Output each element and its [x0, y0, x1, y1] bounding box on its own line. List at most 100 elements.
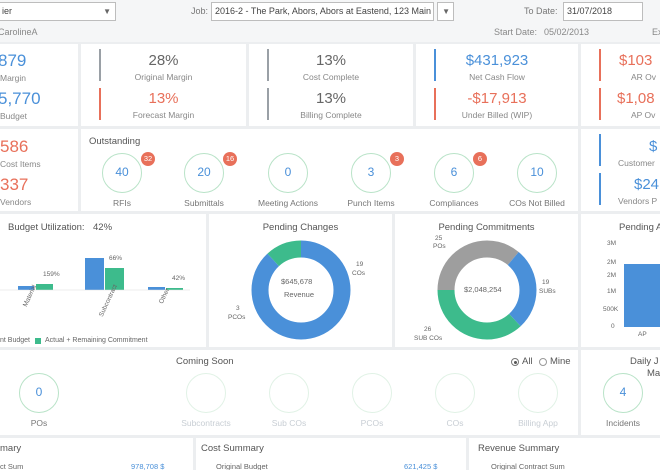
subs-count-label: 19: [542, 279, 550, 286]
customer-label: Customer: [618, 158, 655, 168]
radio-all[interactable]: [511, 358, 519, 366]
billing-app-circle[interactable]: [518, 373, 558, 413]
divider-bar: [599, 49, 601, 81]
radio-all-dot: [513, 360, 517, 364]
other-pct-label: 42%: [172, 275, 186, 282]
meeting-actions-label[interactable]: Meeting Actions: [257, 198, 318, 208]
chevron-down-icon: ▼: [103, 7, 111, 16]
pcos-name-label: PCOs: [228, 314, 246, 321]
outstanding-card: Outstanding 40 32 RFIs 20 16 Submittals …: [81, 129, 578, 211]
submittals-count: 20: [197, 165, 211, 179]
pending-changes-title: Pending Changes: [262, 222, 339, 233]
material-pct-label: 159%: [43, 271, 60, 278]
revenue-summary-card: Revenue Summary Original Contract Sum: [469, 438, 660, 470]
to-date-value: 31/07/2018: [567, 6, 613, 16]
pcos-label[interactable]: PCOs: [360, 418, 384, 428]
billing-complete-label: Billing Complete: [300, 110, 362, 120]
ap-bar: [624, 264, 660, 327]
daily-journal-link[interactable]: Ma: [647, 368, 660, 379]
under-billed-label: Under Billed (WIP): [461, 110, 533, 120]
divider-bar: [434, 49, 436, 81]
sub-cos-label[interactable]: Sub COs: [271, 418, 307, 428]
meeting-actions-circle[interactable]: 0: [268, 153, 308, 193]
summary-left-row-value: 978,708 $: [131, 462, 165, 470]
radio-mine[interactable]: [539, 358, 547, 366]
divider-bar: [599, 173, 601, 205]
vendors-payable-label: Vendors P: [618, 196, 658, 206]
subcontract-pct-label: 66%: [109, 255, 123, 262]
ar-card: $103 AR Ov $1,08 AP Ov: [581, 44, 660, 126]
other-budget-bar: [148, 287, 165, 290]
sub-cos-circle[interactable]: [269, 373, 309, 413]
legend-budget-label: nt Budget: [0, 337, 30, 344]
job-select[interactable]: 2016-2 - The Park, Abors, Abors at Easte…: [211, 2, 434, 21]
rfis-label[interactable]: RFIs: [113, 198, 131, 208]
pending-changes-center-label: Revenue: [284, 290, 315, 299]
coming-soon-card: Coming Soon All Mine 0 POs Subcontracts …: [0, 350, 578, 435]
pos-count: 0: [35, 385, 43, 399]
other-actual-bar: [166, 288, 183, 290]
billing-app-label[interactable]: Billing App: [518, 418, 558, 428]
cos-circle[interactable]: [435, 373, 475, 413]
pcos-circle[interactable]: [352, 373, 392, 413]
donut-slice-pcos: [251, 240, 351, 340]
left-select-value: ier: [2, 6, 13, 16]
items-card: 586 Cost Items 337 Vendors: [0, 129, 78, 211]
vendors-label: Vendors: [0, 197, 32, 207]
original-margin-label: Original Margin: [134, 72, 193, 82]
left-select[interactable]: ier ▼: [0, 2, 116, 21]
pos-circle[interactable]: 0: [19, 373, 59, 413]
cost-complete-label: Cost Complete: [302, 72, 360, 82]
start-date-label: Start Date:: [494, 27, 538, 37]
cost-summary-row-value: 621,425 $: [404, 462, 438, 470]
cash-card: $431,923 Net Cash Flow -$17,913 Under Bi…: [416, 44, 578, 126]
punch-items-label[interactable]: Punch Items: [347, 198, 395, 208]
margin-card: 28% Original Margin 13% Forecast Margin: [81, 44, 246, 126]
incidents-label[interactable]: Incidents: [605, 418, 641, 428]
daily-journal-title: Daily J: [630, 356, 659, 367]
incidents-circle[interactable]: 4: [603, 373, 643, 413]
job-label: Job:: [191, 6, 209, 16]
meeting-actions-count: 0: [284, 165, 292, 179]
budget-utilization-card: Budget Utilization: 42% 159% 66% 42% Mat…: [0, 214, 206, 347]
rfis-circle[interactable]: 40: [102, 153, 142, 193]
sub-cos-name-label: SUB COs: [414, 335, 443, 342]
subcontracts-circle[interactable]: [186, 373, 226, 413]
y-tick: 3M: [607, 240, 617, 247]
to-date-input[interactable]: 31/07/2018: [563, 2, 643, 21]
customer-card: $ Customer $24 Vendors P: [581, 129, 660, 211]
summary-left-row-label: ct Sum: [0, 462, 24, 470]
pending-ap-card: Pending A 3M 2M 2M 1M 500K 0 AP: [581, 214, 660, 347]
ap-overdue-value: $1,08: [617, 90, 655, 107]
compliances-count: 6: [450, 165, 458, 179]
cos-not-billed-label[interactable]: COs Not Billed: [509, 198, 565, 208]
filter-bar: ier ▼ Job: 2016-2 - The Park, Abors, Abo…: [0, 0, 660, 42]
divider-bar: [434, 88, 436, 120]
cos-label[interactable]: COs: [446, 418, 464, 428]
job-dropdown-button[interactable]: ▼: [437, 2, 454, 21]
compliances-circle[interactable]: 6: [434, 153, 474, 193]
pos-label[interactable]: POs: [30, 418, 48, 428]
incidents-count: 4: [619, 385, 627, 399]
y-tick: 0: [611, 323, 615, 330]
pending-commitments-center-value: $2,048,254: [464, 285, 502, 294]
cost-items-label: Cost Items: [0, 159, 41, 169]
forecast-margin-label: Forecast Margin: [132, 110, 195, 120]
cos-not-billed-count: 10: [530, 165, 544, 179]
y-tick: 2M: [607, 272, 617, 279]
ap-x-label: AP: [638, 331, 647, 338]
compliances-label[interactable]: Compliances: [429, 198, 479, 208]
kpi-label: Budget: [0, 111, 27, 121]
submittals-circle[interactable]: 20: [184, 153, 224, 193]
punch-items-circle[interactable]: 3: [351, 153, 391, 193]
cost-complete-value: 13%: [315, 52, 347, 69]
submittals-label[interactable]: Submittals: [184, 198, 224, 208]
net-cash-flow-label: Net Cash Flow: [469, 72, 525, 82]
customer-value: $: [649, 138, 658, 155]
cos-count-label: 19: [356, 261, 364, 268]
chevron-down-icon: ▼: [442, 7, 450, 16]
cos-not-billed-circle[interactable]: 10: [517, 153, 557, 193]
pending-changes-center-value: $645,678: [281, 277, 313, 286]
job-select-value: 2016-2 - The Park, Abors, Abors at Easte…: [215, 6, 434, 16]
subcontracts-label[interactable]: Subcontracts: [181, 418, 231, 428]
